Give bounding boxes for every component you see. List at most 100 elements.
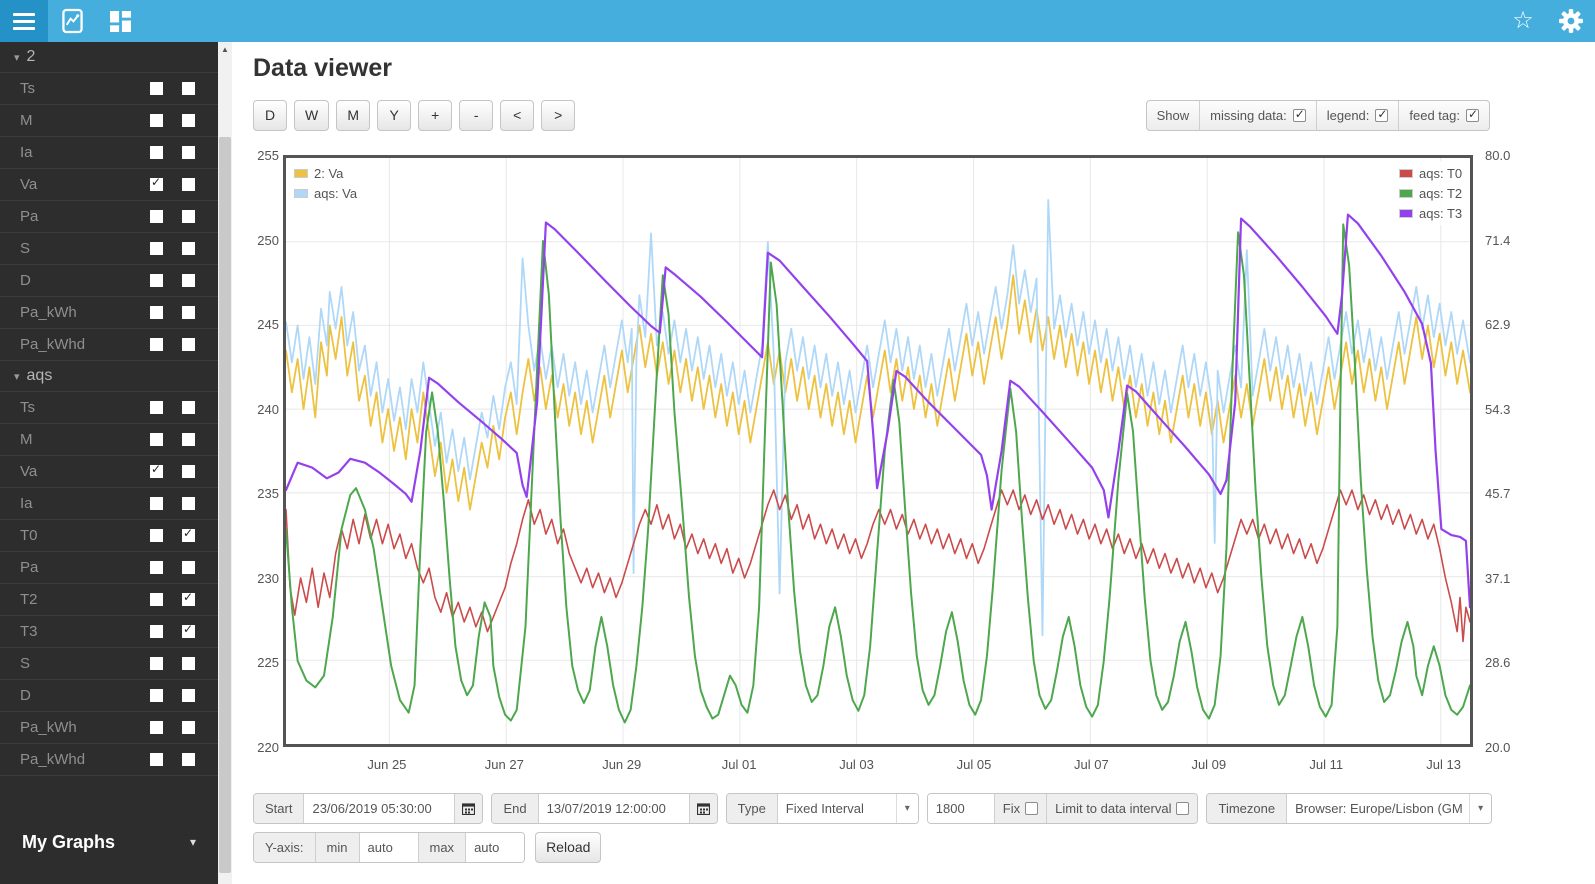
timeseries-plot[interactable]	[283, 155, 1473, 747]
chevron-down-icon[interactable]: ▾	[1469, 794, 1492, 823]
feed-item-aqs-T3[interactable]: T3	[0, 616, 218, 648]
feed-left-axis-checkbox[interactable]	[150, 82, 163, 95]
feed-right-axis-checkbox[interactable]	[182, 242, 195, 255]
feed-left-axis-checkbox[interactable]	[150, 433, 163, 446]
feed-right-axis-checkbox[interactable]	[182, 433, 195, 446]
feed-right-axis-checkbox[interactable]	[182, 178, 195, 191]
yaxis-max-input[interactable]	[466, 833, 525, 862]
feed-left-axis-checkbox[interactable]	[150, 529, 163, 542]
feed-left-axis-checkbox[interactable]	[150, 657, 163, 670]
favourite-star-icon[interactable]: ☆	[1512, 7, 1534, 34]
fix-interval-option[interactable]: Fix	[993, 794, 1047, 823]
scrollbar-thumb[interactable]	[219, 137, 231, 873]
feed-item-2-Pa_kWh[interactable]: Pa_kWh	[0, 297, 218, 329]
feed-item-aqs-Pa[interactable]: Pa	[0, 552, 218, 584]
feed-left-axis-checkbox[interactable]	[150, 721, 163, 734]
feed-item-aqs-Pa_kWhd[interactable]: Pa_kWhd	[0, 744, 218, 776]
show-option-missing-data[interactable]: missing data:	[1199, 101, 1316, 130]
feed-right-axis-checkbox[interactable]	[182, 274, 195, 287]
dashboard-nav-icon[interactable]	[96, 0, 144, 42]
feed-group-header-2[interactable]: ▾ 2	[0, 42, 218, 73]
feed-item-2-Pa[interactable]: Pa	[0, 201, 218, 233]
limit-option[interactable]: Limit to data interval	[1046, 794, 1198, 823]
start-datetime-input[interactable]	[304, 794, 455, 823]
feed-right-axis-checkbox[interactable]	[182, 689, 195, 702]
settings-gear-icon[interactable]	[1547, 0, 1595, 42]
feed-left-axis-checkbox[interactable]	[150, 753, 163, 766]
feed-left-axis-checkbox[interactable]	[150, 593, 163, 606]
feed-group-header-aqs[interactable]: ▾ aqs	[0, 361, 218, 392]
feed-item-2-M[interactable]: M	[0, 105, 218, 137]
show-option-legend[interactable]: legend:	[1315, 101, 1399, 130]
feed-left-axis-checkbox[interactable]	[150, 497, 163, 510]
feed-left-axis-checkbox[interactable]	[150, 561, 163, 574]
range-button-M[interactable]: M	[336, 100, 371, 131]
feed-left-axis-checkbox[interactable]	[150, 114, 163, 127]
graphs-nav-icon[interactable]	[48, 0, 96, 42]
feed-item-aqs-Va[interactable]: Va	[0, 456, 218, 488]
feed-item-aqs-T2[interactable]: T2	[0, 584, 218, 616]
feed-left-axis-checkbox[interactable]	[150, 401, 163, 414]
feed-left-axis-checkbox[interactable]	[150, 463, 163, 478]
show-option-checkbox[interactable]	[1292, 108, 1306, 122]
interval-type-select[interactable]: Fixed Interval	[777, 794, 896, 823]
sidebar-item-my-graphs[interactable]: My Graphs ▾	[0, 822, 218, 862]
feed-item-aqs-Ia[interactable]: Ia	[0, 488, 218, 520]
feed-item-aqs-Pa_kWh[interactable]: Pa_kWh	[0, 712, 218, 744]
feed-left-axis-checkbox[interactable]	[150, 176, 163, 191]
feed-item-2-Ia[interactable]: Ia	[0, 137, 218, 169]
range-button->[interactable]: >	[541, 100, 576, 131]
feed-right-axis-checkbox[interactable]	[182, 527, 195, 542]
chevron-down-icon[interactable]: ▾	[895, 794, 918, 823]
feed-left-axis-checkbox[interactable]	[150, 242, 163, 255]
feed-left-axis-checkbox[interactable]	[150, 146, 163, 159]
reload-button[interactable]: Reload	[535, 832, 602, 863]
feed-right-axis-checkbox[interactable]	[182, 623, 195, 638]
feed-right-axis-checkbox[interactable]	[182, 401, 195, 414]
hamburger-menu-button[interactable]	[0, 0, 48, 42]
range-button-+[interactable]: +	[418, 100, 453, 131]
yaxis-min-input[interactable]	[359, 833, 418, 862]
feed-right-axis-checkbox[interactable]	[182, 497, 195, 510]
feed-item-aqs-M[interactable]: M	[0, 424, 218, 456]
end-calendar-button[interactable]	[688, 794, 717, 823]
feed-item-aqs-S[interactable]: S	[0, 648, 218, 680]
feed-right-axis-checkbox[interactable]	[182, 753, 195, 766]
feed-right-axis-checkbox[interactable]	[182, 114, 195, 127]
feed-right-axis-checkbox[interactable]	[182, 338, 195, 351]
feed-item-aqs-Ts[interactable]: Ts	[0, 392, 218, 424]
feed-right-axis-checkbox[interactable]	[182, 465, 195, 478]
feed-item-aqs-D[interactable]: D	[0, 680, 218, 712]
feed-right-axis-checkbox[interactable]	[182, 306, 195, 319]
feed-item-2-Ts[interactable]: Ts	[0, 73, 218, 105]
show-option-checkbox[interactable]	[1466, 108, 1479, 122]
fix-interval-checkbox[interactable]	[1025, 802, 1039, 815]
feed-item-aqs-T0[interactable]: T0	[0, 520, 218, 552]
scroll-up-arrow-icon[interactable]: ▲	[221, 45, 229, 54]
feed-left-axis-checkbox[interactable]	[150, 210, 163, 223]
show-option-feed-tag[interactable]: feed tag:	[1398, 101, 1489, 130]
feed-left-axis-checkbox[interactable]	[150, 306, 163, 319]
sidebar-scrollbar[interactable]: ▲	[218, 42, 232, 884]
feed-left-axis-checkbox[interactable]	[150, 338, 163, 351]
feed-right-axis-checkbox[interactable]	[182, 146, 195, 159]
feed-right-axis-checkbox[interactable]	[182, 657, 195, 670]
range-button--[interactable]: -	[459, 100, 494, 131]
limit-to-data-interval-checkbox[interactable]	[1176, 802, 1190, 815]
interval-seconds-input[interactable]	[927, 794, 994, 823]
show-option-checkbox[interactable]	[1375, 108, 1389, 122]
start-calendar-button[interactable]	[454, 794, 483, 823]
end-datetime-input[interactable]	[538, 794, 689, 823]
feed-right-axis-checkbox[interactable]	[182, 210, 195, 223]
feed-item-2-Pa_kWhd[interactable]: Pa_kWhd	[0, 329, 218, 361]
range-button-W[interactable]: W	[294, 100, 330, 131]
range-button-<[interactable]: <	[500, 100, 535, 131]
range-button-D[interactable]: D	[253, 100, 287, 131]
feed-left-axis-checkbox[interactable]	[150, 625, 163, 638]
feed-left-axis-checkbox[interactable]	[150, 689, 163, 702]
feed-item-2-S[interactable]: S	[0, 233, 218, 265]
range-button-Y[interactable]: Y	[377, 100, 412, 131]
feed-right-axis-checkbox[interactable]	[182, 721, 195, 734]
feed-left-axis-checkbox[interactable]	[150, 274, 163, 287]
feed-right-axis-checkbox[interactable]	[182, 561, 195, 574]
